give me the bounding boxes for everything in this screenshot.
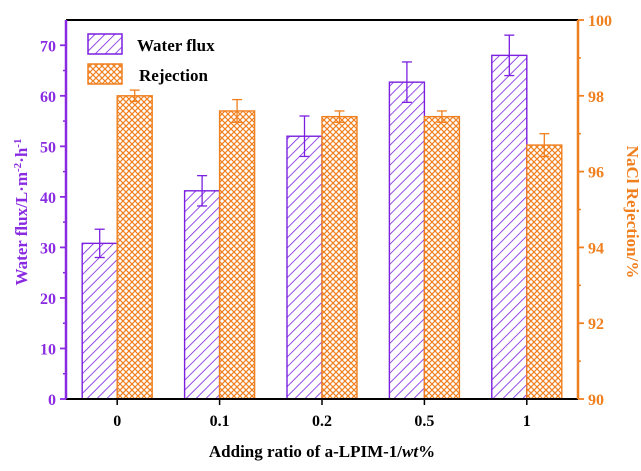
bar-rejection-3 bbox=[423, 115, 461, 400]
x-tick-label-3: 0.5 bbox=[414, 413, 434, 430]
bar-water-flux-3 bbox=[388, 81, 426, 400]
legend-label-water-flux: Water flux bbox=[137, 36, 215, 55]
y-left-tick-label-0: 0 bbox=[48, 392, 56, 409]
bar-rejection-1 bbox=[218, 110, 256, 400]
y-left-tick-label-3: 30 bbox=[40, 240, 56, 257]
y-left-tick-label-1: 10 bbox=[40, 341, 56, 358]
bars-layer bbox=[81, 54, 563, 400]
legend-label-rejection: Rejection bbox=[139, 66, 208, 85]
y-left-tick-label-7: 70 bbox=[40, 38, 56, 55]
y-right-tick-label-4: 98 bbox=[588, 89, 604, 106]
x-tick-label-2: 0.2 bbox=[312, 413, 332, 430]
x-axis-title: Adding ratio of a-LPIM-1/wt% bbox=[209, 442, 435, 461]
legend-swatch-water-flux bbox=[87, 33, 123, 55]
y-left-tick-label-6: 60 bbox=[40, 89, 56, 106]
y-right-tick-label-2: 94 bbox=[588, 240, 604, 257]
y-right-tick-label-0: 90 bbox=[588, 392, 604, 409]
x-tick-label-4: 1 bbox=[523, 413, 531, 430]
y-right-tick-label-1: 92 bbox=[588, 316, 604, 333]
x-tick-label-0: 0 bbox=[113, 413, 121, 430]
x-tick-label-1: 0.1 bbox=[210, 413, 230, 430]
y-left-tick-label-4: 40 bbox=[40, 190, 56, 207]
y-right-tick-label-3: 96 bbox=[588, 165, 604, 182]
bar-rejection-0 bbox=[116, 95, 153, 400]
bar-water-flux-1 bbox=[183, 190, 221, 400]
bar-water-flux-0 bbox=[81, 242, 118, 400]
bar-rejection-2 bbox=[321, 115, 358, 400]
legend-swatch-rejection bbox=[87, 63, 123, 85]
y-left-tick-label-5: 50 bbox=[40, 139, 56, 156]
y-right-tick-label-5: 100 bbox=[588, 13, 612, 30]
y-left-tick-label-2: 20 bbox=[40, 291, 56, 308]
bar-rejection-4 bbox=[526, 144, 563, 400]
error-bars-layer bbox=[94, 34, 550, 259]
y-right-axis-title: NaCl Rejection/% bbox=[623, 146, 641, 279]
y-left-axis-title: Water flux/L·m-2·h-1 bbox=[12, 139, 31, 286]
legend: Water flux Rejection bbox=[87, 33, 215, 85]
bar-water-flux-4 bbox=[491, 54, 528, 400]
bar-water-flux-2 bbox=[286, 135, 323, 400]
